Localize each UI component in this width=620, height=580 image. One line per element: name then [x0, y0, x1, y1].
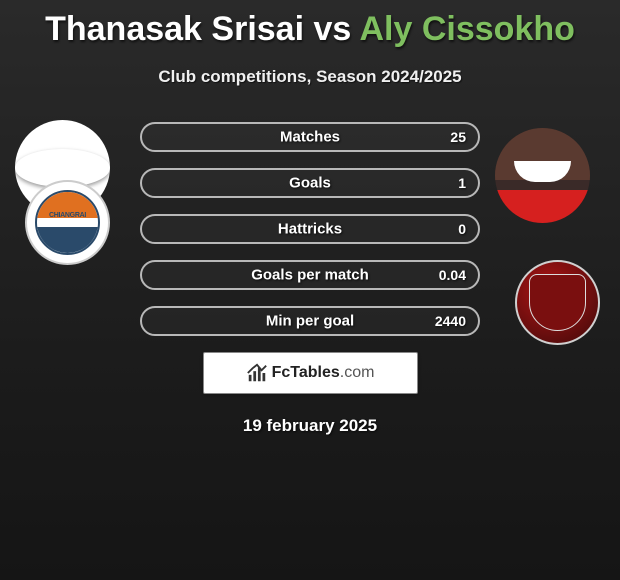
stats-list: Matches 25 Goals 1 Hattricks 0 Goals per match…: [140, 122, 480, 336]
stat-label: Matches: [280, 129, 340, 146]
player2-name: Aly Cissokho: [360, 10, 575, 48]
stat-label: Goals: [289, 175, 331, 192]
stat-label: Min per goal: [266, 313, 354, 330]
page-title: Thanasak Srisai vs Aly Cissokho: [0, 0, 620, 49]
subtitle: Club competitions, Season 2024/2025: [0, 67, 620, 87]
stat-value-right: 0: [458, 221, 466, 237]
stat-value-right: 0.04: [439, 267, 466, 283]
player2-club-badge: [515, 260, 600, 345]
branding-box[interactable]: FcTables.com: [203, 352, 418, 394]
stat-row: Goals per match 0.04: [140, 260, 480, 290]
date: 19 february 2025: [0, 416, 620, 436]
stat-label: Hattricks: [278, 221, 342, 238]
stat-label: Goals per match: [251, 267, 369, 284]
stat-row: Matches 25: [140, 122, 480, 152]
stat-value-right: 25: [450, 129, 466, 145]
brand-name: FcTables: [272, 364, 340, 382]
stat-value-right: 2440: [435, 313, 466, 329]
chart-icon: [246, 362, 268, 384]
brand-suffix: .com: [340, 364, 375, 382]
stat-row: Min per goal 2440: [140, 306, 480, 336]
player2-avatar: [495, 128, 590, 223]
stat-row: Goals 1: [140, 168, 480, 198]
stat-row: Hattricks 0: [140, 214, 480, 244]
vs-word: vs: [313, 10, 351, 48]
player1-name: Thanasak Srisai: [45, 10, 304, 48]
player1-club-badge: CHIANGRAI: [25, 180, 110, 265]
stat-value-right: 1: [458, 175, 466, 191]
